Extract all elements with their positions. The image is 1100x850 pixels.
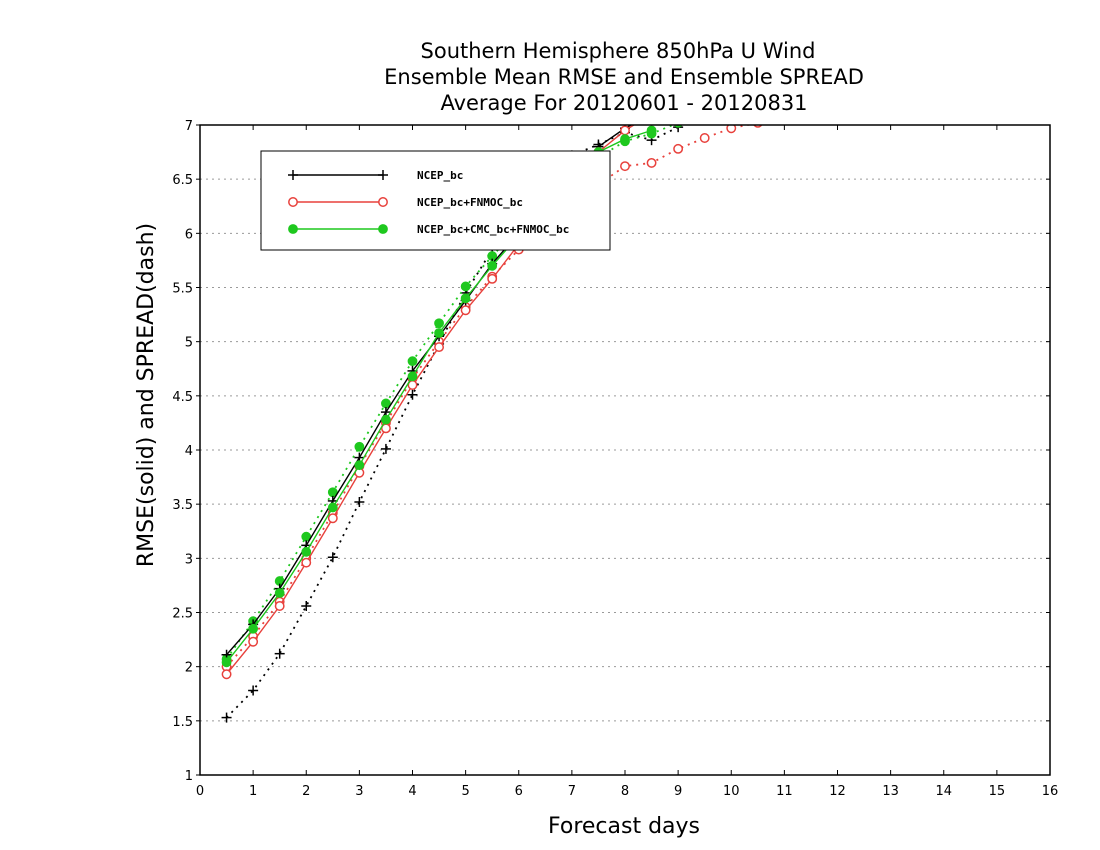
data-point-rmse bbox=[460, 305, 471, 316]
data-point-rmse bbox=[248, 623, 259, 634]
data-point-rmse bbox=[620, 134, 630, 144]
y-tick-label: 6.5 bbox=[172, 173, 193, 188]
data-point-rmse bbox=[487, 273, 498, 284]
data-point-spread bbox=[380, 443, 391, 454]
x-tick-label: 7 bbox=[568, 784, 576, 799]
data-point-spread bbox=[407, 389, 418, 400]
data-point-rmse bbox=[327, 502, 338, 513]
legend-marker bbox=[288, 197, 298, 207]
x-tick-label: 12 bbox=[829, 784, 846, 799]
x-axis-label: Forecast days bbox=[548, 814, 700, 839]
data-point-rmse bbox=[274, 601, 285, 611]
data-point-spread bbox=[274, 648, 285, 659]
x-tick-label: 0 bbox=[196, 784, 204, 799]
data-point-rmse bbox=[274, 588, 285, 598]
x-tick-label: 6 bbox=[515, 784, 523, 799]
data-point-spread bbox=[753, 125, 763, 128]
chart-title: Southern Hemisphere 850hPa U Wind Ensemb… bbox=[384, 39, 864, 115]
legend-marker bbox=[378, 224, 388, 234]
y-tick-label: 1 bbox=[185, 769, 193, 784]
legend-entry-label: NCEP_bc+CMC_bc+FNMOC_bc bbox=[417, 223, 569, 236]
chart-title-line-2: Ensemble Mean RMSE and Ensemble SPREAD bbox=[384, 65, 864, 89]
y-tick-label: 4 bbox=[185, 444, 193, 459]
y-tick-label: 6 bbox=[185, 227, 193, 242]
y-tick-label: 2.5 bbox=[172, 607, 193, 622]
legend-marker bbox=[288, 224, 298, 234]
data-point-rmse bbox=[301, 546, 312, 557]
plot-frame bbox=[199, 124, 1051, 776]
data-point-rmse bbox=[381, 414, 391, 425]
data-point-spread bbox=[434, 318, 444, 329]
y-tick-label: 3.5 bbox=[172, 498, 193, 513]
data-point-rmse bbox=[434, 328, 444, 338]
data-point-rmse bbox=[301, 557, 312, 568]
data-point-spread bbox=[301, 601, 312, 611]
gridlines bbox=[200, 178, 1050, 722]
legend-entry-label: NCEP_bc+FNMOC_bc bbox=[417, 196, 523, 209]
data-point-spread bbox=[327, 552, 338, 563]
data-point-rmse bbox=[460, 293, 471, 304]
data-point-spread bbox=[673, 125, 683, 128]
data-point-spread bbox=[726, 125, 737, 134]
series-line-spread bbox=[225, 125, 676, 660]
legend-box bbox=[260, 150, 611, 251]
data-point-rmse bbox=[248, 636, 259, 647]
data-point-spread bbox=[460, 281, 471, 292]
x-tick-label: 4 bbox=[408, 784, 416, 799]
chart-title-line-3: Average For 20120601 - 20120831 bbox=[440, 91, 807, 115]
series-line-spread bbox=[225, 125, 752, 668]
y-tick-label: 7 bbox=[185, 119, 193, 134]
legend-marker bbox=[288, 170, 298, 180]
data-point-spread bbox=[354, 497, 365, 507]
y-tick-label: 1.5 bbox=[172, 715, 193, 730]
x-tick-label: 3 bbox=[355, 784, 363, 799]
y-tick-label: 3 bbox=[185, 552, 193, 567]
x-tick-label: 9 bbox=[674, 784, 682, 799]
data-point-spread bbox=[354, 441, 365, 452]
data-point-rmse bbox=[221, 669, 232, 680]
x-tick-label: 2 bbox=[302, 784, 310, 799]
data-point-spread bbox=[620, 161, 630, 172]
x-tick-label: 10 bbox=[723, 784, 740, 799]
chart-title-line-1: Southern Hemisphere 850hPa U Wind bbox=[421, 39, 816, 63]
y-tick-label: 4.5 bbox=[172, 390, 193, 405]
data-point-rmse bbox=[407, 371, 418, 382]
axes: 11.522.533.544.555.566.570 1 2 3 4 5 6 7 8 9 10 11 1… bbox=[172, 119, 1058, 799]
y-tick-label: 2 bbox=[185, 661, 193, 676]
series-group bbox=[221, 125, 763, 723]
data-point-rmse bbox=[620, 125, 630, 136]
x-tick-label: 15 bbox=[989, 784, 1006, 799]
y-tick-label: 5 bbox=[185, 336, 193, 351]
data-point-spread bbox=[699, 133, 710, 143]
x-tick-label: 16 bbox=[1042, 784, 1059, 799]
x-tick-label: 14 bbox=[935, 784, 952, 799]
legend-entry-label: NCEP_bc bbox=[417, 169, 463, 182]
data-point-spread bbox=[248, 685, 259, 696]
legend-marker bbox=[378, 197, 388, 207]
x-tick-label: 13 bbox=[882, 784, 899, 799]
data-point-rmse bbox=[327, 513, 338, 524]
x-tick-label: 1 bbox=[249, 784, 257, 799]
data-point-spread bbox=[646, 157, 657, 168]
data-point-rmse bbox=[354, 460, 365, 471]
data-point-rmse bbox=[434, 342, 445, 353]
data-point-rmse bbox=[487, 260, 498, 271]
data-point-spread bbox=[673, 143, 684, 154]
legend-marker bbox=[378, 170, 388, 180]
legend: NCEP_bc NCEP_bc+FNMOC_bc NCEP_bc+CMC_bc+FN… bbox=[260, 150, 611, 251]
y-axis-label: RMSE(solid) and SPREAD(dash) bbox=[134, 223, 159, 567]
x-tick-label: 5 bbox=[461, 784, 469, 799]
data-point-rmse bbox=[221, 657, 232, 668]
data-point-spread bbox=[407, 356, 418, 367]
data-point-spread bbox=[221, 712, 232, 723]
data-point-rmse bbox=[646, 125, 657, 136]
x-tick-label: 11 bbox=[776, 784, 793, 799]
x-tick-label: 8 bbox=[621, 784, 629, 799]
y-tick-label: 5.5 bbox=[172, 282, 193, 297]
